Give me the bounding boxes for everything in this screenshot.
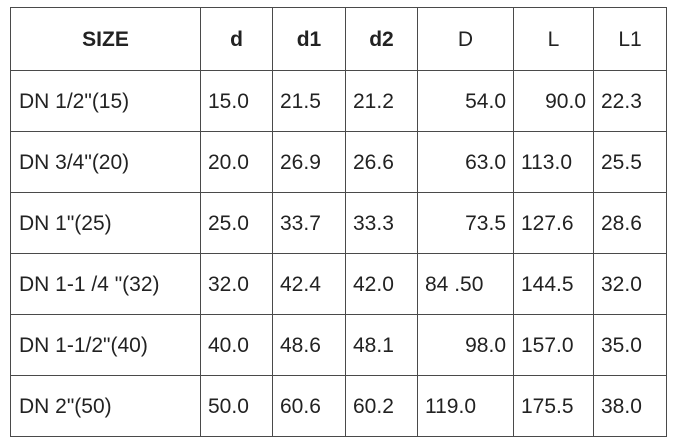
big-d-cell: 73.5	[417, 192, 514, 254]
d-cell: 40.0	[200, 314, 273, 376]
header-d: d	[200, 7, 273, 71]
header-d1: d1	[272, 7, 346, 71]
size-cell: DN 1"(25)	[10, 192, 201, 254]
d2-cell: 33.3	[345, 192, 418, 254]
d1-cell: 48.6	[272, 314, 346, 376]
l-cell: 157.0	[513, 314, 594, 376]
size-cell: DN 1/2"(15)	[10, 70, 201, 132]
dimensions-table: SIZE d d1 d2 D L L1 DN 1/2"(15) 15.0 21.…	[10, 7, 667, 437]
l1-cell: 22.3	[593, 70, 667, 132]
d1-cell: 21.5	[272, 70, 346, 132]
header-l1: L1	[593, 7, 667, 71]
d1-cell: 60.6	[272, 375, 346, 437]
table-row: DN 1-1 /4 "(32) 32.0 42.4 42.0 84 .50 14…	[10, 253, 667, 315]
d2-cell: 21.2	[345, 70, 418, 132]
l-cell: 144.5	[513, 253, 594, 315]
header-size: SIZE	[10, 7, 201, 71]
size-cell: DN 1-1/2"(40)	[10, 314, 201, 376]
d2-cell: 26.6	[345, 131, 418, 193]
table-row: DN 1"(25) 25.0 33.7 33.3 73.5 127.6 28.6	[10, 192, 667, 254]
table-row: DN 2"(50) 50.0 60.6 60.2 119.0 175.5 38.…	[10, 375, 667, 437]
header-big-d: D	[417, 7, 514, 71]
size-cell: DN 2"(50)	[10, 375, 201, 437]
big-d-cell: 98.0	[417, 314, 514, 376]
l-cell: 113.0	[513, 131, 594, 193]
l1-cell: 35.0	[593, 314, 667, 376]
l-cell: 90.0	[513, 70, 594, 132]
size-cell: DN 1-1 /4 "(32)	[10, 253, 201, 315]
l1-cell: 28.6	[593, 192, 667, 254]
table-row: DN 3/4"(20) 20.0 26.9 26.6 63.0 113.0 25…	[10, 131, 667, 193]
l1-cell: 38.0	[593, 375, 667, 437]
l1-cell: 25.5	[593, 131, 667, 193]
header-d2: d2	[345, 7, 418, 71]
size-cell: DN 3/4"(20)	[10, 131, 201, 193]
d2-cell: 60.2	[345, 375, 418, 437]
d-cell: 15.0	[200, 70, 273, 132]
header-row: SIZE d d1 d2 D L L1	[10, 7, 667, 71]
d-cell: 50.0	[200, 375, 273, 437]
d2-cell: 48.1	[345, 314, 418, 376]
l-cell: 175.5	[513, 375, 594, 437]
d2-cell: 42.0	[345, 253, 418, 315]
header-l: L	[513, 7, 594, 71]
d1-cell: 33.7	[272, 192, 346, 254]
table-row: DN 1/2"(15) 15.0 21.5 21.2 54.0 90.0 22.…	[10, 70, 667, 132]
d-cell: 25.0	[200, 192, 273, 254]
table-row: DN 1-1/2"(40) 40.0 48.6 48.1 98.0 157.0 …	[10, 314, 667, 376]
d-cell: 20.0	[200, 131, 273, 193]
d-cell: 32.0	[200, 253, 273, 315]
d1-cell: 26.9	[272, 131, 346, 193]
big-d-cell: 84 .50	[417, 253, 514, 315]
big-d-cell: 63.0	[417, 131, 514, 193]
l1-cell: 32.0	[593, 253, 667, 315]
big-d-cell: 54.0	[417, 70, 514, 132]
l-cell: 127.6	[513, 192, 594, 254]
big-d-cell: 119.0	[417, 375, 514, 437]
d1-cell: 42.4	[272, 253, 346, 315]
